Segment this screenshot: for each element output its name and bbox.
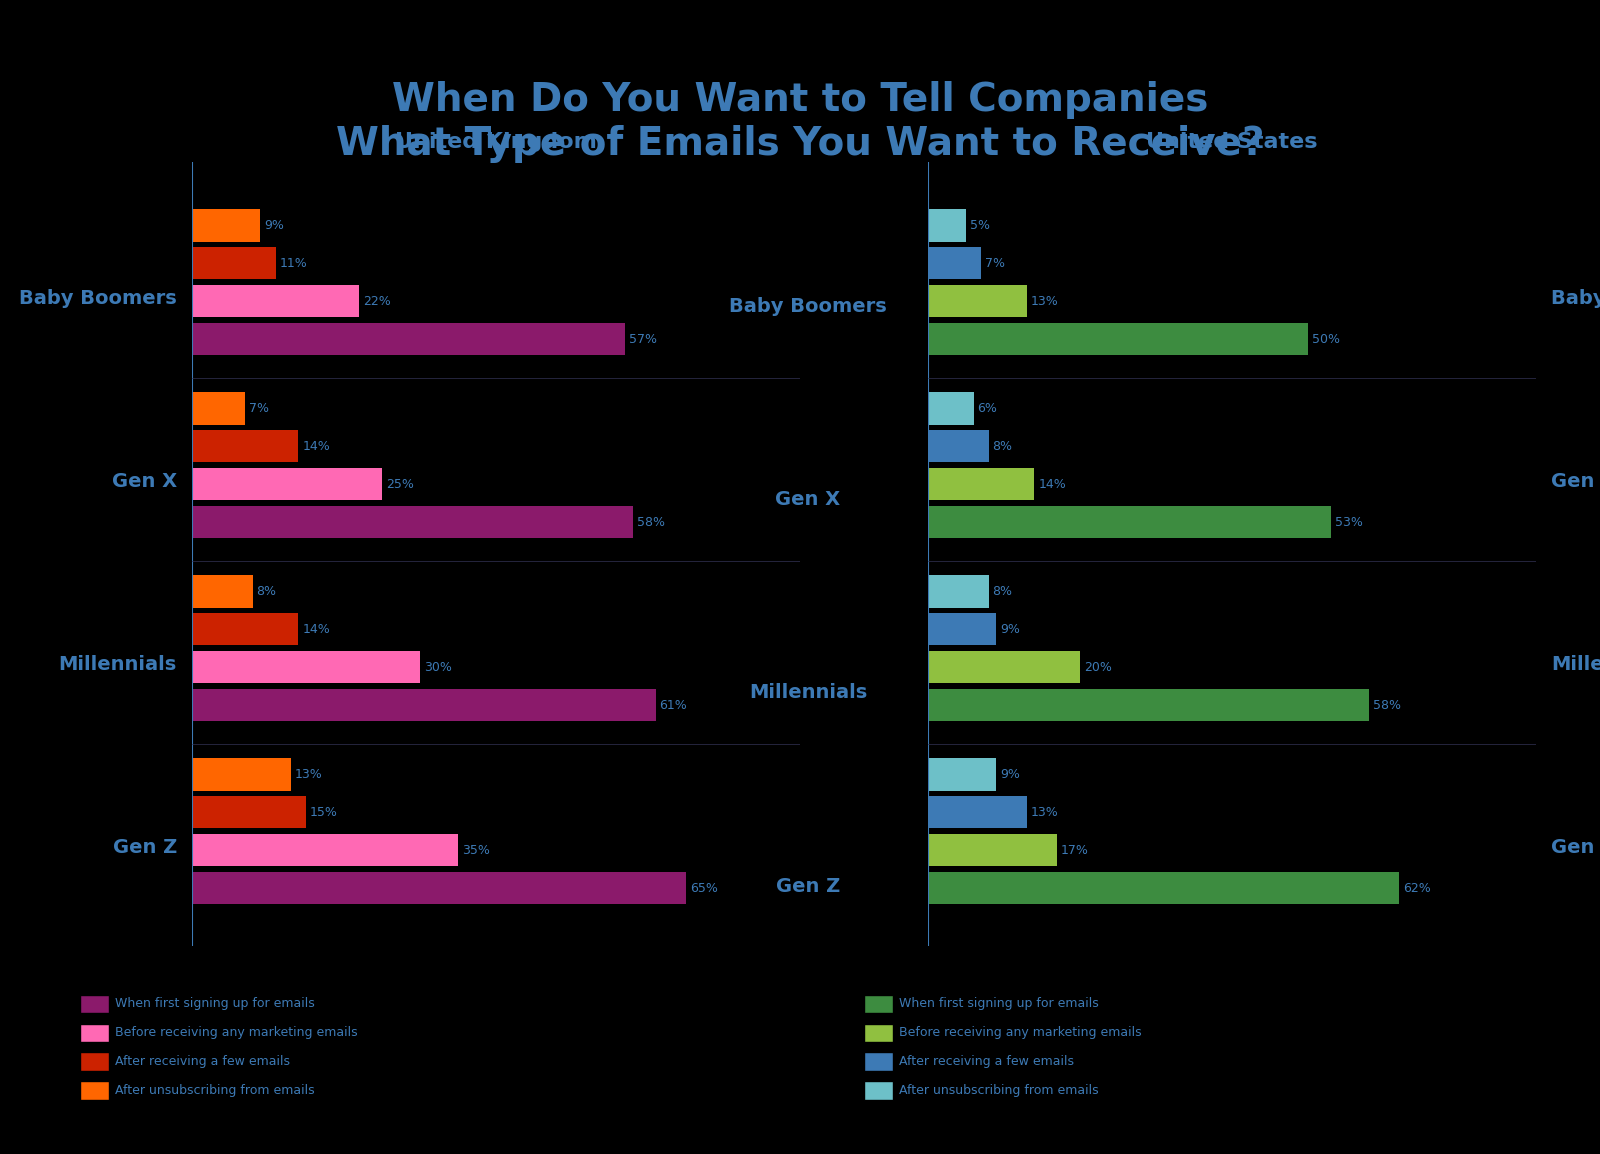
Bar xyxy=(928,505,1331,538)
Bar xyxy=(192,758,291,790)
Text: Before receiving any marketing emails: Before receiving any marketing emails xyxy=(899,1026,1142,1040)
Text: Gen Z: Gen Z xyxy=(776,877,840,896)
Bar xyxy=(192,247,275,279)
Bar xyxy=(192,323,626,355)
Text: 9%: 9% xyxy=(1000,769,1021,781)
Title: United States: United States xyxy=(1146,132,1318,151)
Text: 7%: 7% xyxy=(986,257,1005,270)
Text: 57%: 57% xyxy=(629,332,658,345)
Text: Millennials: Millennials xyxy=(749,683,867,703)
Bar xyxy=(928,209,966,241)
Text: 8%: 8% xyxy=(992,585,1013,598)
Text: 8%: 8% xyxy=(256,585,277,598)
Bar xyxy=(928,285,1027,317)
Bar xyxy=(192,430,298,463)
Text: Baby Boomers: Baby Boomers xyxy=(19,288,178,308)
Bar xyxy=(928,872,1398,905)
Text: 62%: 62% xyxy=(1403,882,1430,894)
Text: 14%: 14% xyxy=(302,623,330,636)
Text: When first signing up for emails: When first signing up for emails xyxy=(899,997,1099,1011)
Bar xyxy=(192,872,686,905)
Text: After receiving a few emails: After receiving a few emails xyxy=(115,1055,290,1069)
Bar xyxy=(192,689,656,721)
Text: When Do You Want to Tell Companies
What Type of Emails You Want to Receive?: When Do You Want to Tell Companies What … xyxy=(336,81,1264,163)
Text: 15%: 15% xyxy=(310,805,338,819)
Text: 6%: 6% xyxy=(978,402,997,415)
Text: Gen X: Gen X xyxy=(1552,472,1600,490)
Text: Baby Boomers: Baby Boomers xyxy=(730,297,886,315)
Bar xyxy=(928,689,1370,721)
Text: 8%: 8% xyxy=(992,440,1013,452)
Bar xyxy=(928,247,981,279)
Bar xyxy=(192,796,306,829)
Text: 17%: 17% xyxy=(1061,844,1090,856)
Text: Gen Z: Gen Z xyxy=(112,838,178,857)
Text: 13%: 13% xyxy=(294,769,322,781)
Text: 9%: 9% xyxy=(1000,623,1021,636)
Text: 22%: 22% xyxy=(363,294,390,308)
Text: 35%: 35% xyxy=(462,844,490,856)
Text: When first signing up for emails: When first signing up for emails xyxy=(115,997,315,1011)
Bar xyxy=(192,469,382,501)
Bar xyxy=(192,392,245,425)
Text: 58%: 58% xyxy=(637,516,664,529)
Title: United Kingdom: United Kingdom xyxy=(395,132,597,151)
Text: Millennials: Millennials xyxy=(1552,654,1600,674)
Text: 30%: 30% xyxy=(424,661,451,674)
Bar xyxy=(192,285,360,317)
Bar xyxy=(928,469,1034,501)
Bar xyxy=(192,834,458,867)
Text: 13%: 13% xyxy=(1030,294,1058,308)
Bar xyxy=(928,651,1080,683)
Bar xyxy=(192,209,261,241)
Text: 50%: 50% xyxy=(1312,332,1339,345)
Text: 61%: 61% xyxy=(659,698,686,712)
Text: 7%: 7% xyxy=(250,402,269,415)
Bar xyxy=(928,796,1027,829)
Bar xyxy=(928,613,997,645)
Text: After unsubscribing from emails: After unsubscribing from emails xyxy=(115,1084,315,1097)
Bar xyxy=(928,758,997,790)
Bar xyxy=(928,834,1058,867)
Text: 11%: 11% xyxy=(280,257,307,270)
Text: 20%: 20% xyxy=(1083,661,1112,674)
Bar xyxy=(928,323,1309,355)
Text: 65%: 65% xyxy=(690,882,718,894)
Text: 58%: 58% xyxy=(1373,698,1400,712)
Text: 9%: 9% xyxy=(264,219,285,232)
Text: 14%: 14% xyxy=(302,440,330,452)
Bar xyxy=(192,576,253,607)
Text: 53%: 53% xyxy=(1334,516,1363,529)
Bar xyxy=(928,430,989,463)
Bar xyxy=(192,651,419,683)
Text: After receiving a few emails: After receiving a few emails xyxy=(899,1055,1074,1069)
Text: 14%: 14% xyxy=(1038,478,1066,490)
Text: Gen X: Gen X xyxy=(112,472,178,490)
Text: Gen Z: Gen Z xyxy=(1552,838,1600,857)
Text: Millennials: Millennials xyxy=(59,654,178,674)
Bar xyxy=(928,392,973,425)
Text: 25%: 25% xyxy=(386,478,414,490)
Text: Before receiving any marketing emails: Before receiving any marketing emails xyxy=(115,1026,358,1040)
Text: Gen X: Gen X xyxy=(776,490,840,509)
Bar xyxy=(928,576,989,607)
Text: 13%: 13% xyxy=(1030,805,1058,819)
Bar xyxy=(192,505,632,538)
Text: After unsubscribing from emails: After unsubscribing from emails xyxy=(899,1084,1099,1097)
Bar xyxy=(192,613,298,645)
Text: Baby Boomers: Baby Boomers xyxy=(1552,288,1600,308)
Text: 5%: 5% xyxy=(970,219,990,232)
